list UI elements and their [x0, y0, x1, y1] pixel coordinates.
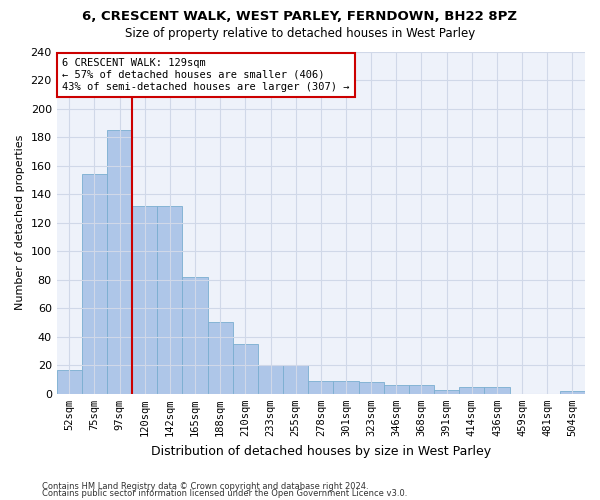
Text: Contains public sector information licensed under the Open Government Licence v3: Contains public sector information licen… [42, 490, 407, 498]
Bar [233, 344, 258, 394]
Y-axis label: Number of detached properties: Number of detached properties [15, 135, 25, 310]
Bar [384, 385, 409, 394]
Bar [107, 130, 132, 394]
Bar [182, 277, 208, 394]
Bar [56, 370, 82, 394]
Bar [434, 390, 459, 394]
Text: Contains HM Land Registry data © Crown copyright and database right 2024.: Contains HM Land Registry data © Crown c… [42, 482, 368, 491]
Bar [283, 366, 308, 394]
Bar [157, 206, 182, 394]
Bar [258, 366, 283, 394]
Bar [82, 174, 107, 394]
Text: 6 CRESCENT WALK: 129sqm
← 57% of detached houses are smaller (406)
43% of semi-d: 6 CRESCENT WALK: 129sqm ← 57% of detache… [62, 58, 349, 92]
Bar [334, 381, 359, 394]
Bar [560, 391, 585, 394]
Bar [459, 386, 484, 394]
Bar [132, 206, 157, 394]
Text: Size of property relative to detached houses in West Parley: Size of property relative to detached ho… [125, 28, 475, 40]
Bar [308, 381, 334, 394]
X-axis label: Distribution of detached houses by size in West Parley: Distribution of detached houses by size … [151, 444, 491, 458]
Bar [359, 382, 384, 394]
Bar [484, 386, 509, 394]
Text: 6, CRESCENT WALK, WEST PARLEY, FERNDOWN, BH22 8PZ: 6, CRESCENT WALK, WEST PARLEY, FERNDOWN,… [83, 10, 517, 23]
Bar [409, 385, 434, 394]
Bar [208, 322, 233, 394]
